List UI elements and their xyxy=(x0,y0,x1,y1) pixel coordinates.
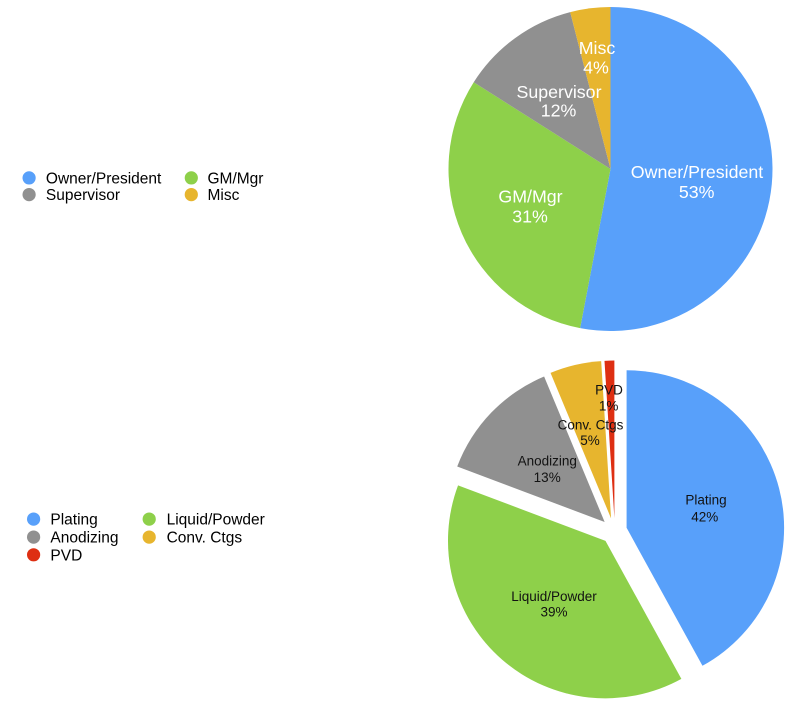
svg-text:Liquid/Powder: Liquid/Powder xyxy=(511,589,597,604)
svg-text:39%: 39% xyxy=(540,605,567,620)
svg-text:53%: 53% xyxy=(679,182,715,202)
svg-text:Supervisor: Supervisor xyxy=(46,187,120,204)
svg-text:Plating: Plating xyxy=(685,493,726,508)
svg-text:Supervisor: Supervisor xyxy=(517,82,602,102)
svg-text:13%: 13% xyxy=(534,470,561,485)
svg-text:Owner/President: Owner/President xyxy=(46,170,162,187)
svg-text:Conv. Ctgs: Conv. Ctgs xyxy=(167,530,243,547)
svg-text:PVD: PVD xyxy=(595,383,623,398)
svg-text:Anodizing: Anodizing xyxy=(518,454,577,469)
svg-text:5%: 5% xyxy=(580,433,600,448)
svg-text:42%: 42% xyxy=(691,510,718,525)
svg-text:Conv. Ctgs: Conv. Ctgs xyxy=(558,417,624,432)
svg-text:GM/Mgr: GM/Mgr xyxy=(498,187,562,207)
svg-text:Misc: Misc xyxy=(579,38,616,58)
svg-text:Anodizing: Anodizing xyxy=(50,530,118,547)
svg-text:31%: 31% xyxy=(512,207,548,227)
svg-text:1%: 1% xyxy=(599,399,619,414)
svg-text:Liquid/Powder: Liquid/Powder xyxy=(167,512,265,529)
svg-text:Misc: Misc xyxy=(208,187,240,204)
svg-text:GM/Mgr: GM/Mgr xyxy=(208,170,264,187)
svg-text:4%: 4% xyxy=(583,58,609,78)
svg-text:Plating: Plating xyxy=(50,512,97,529)
svg-text:PVD: PVD xyxy=(50,547,82,564)
svg-text:Owner/President: Owner/President xyxy=(631,162,763,182)
svg-text:12%: 12% xyxy=(541,101,577,121)
